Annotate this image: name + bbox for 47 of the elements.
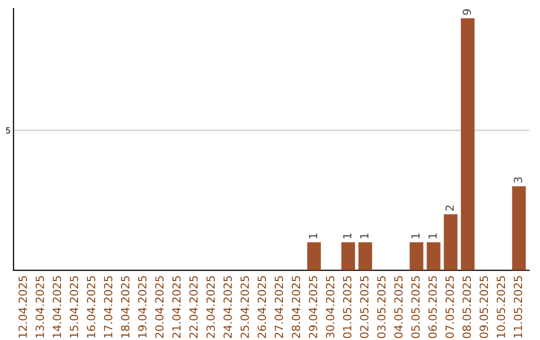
x-tick-label: 24.04.2025 — [223, 276, 232, 338]
data-label: 1 — [360, 233, 368, 238]
bar — [512, 186, 526, 270]
x-tick-label: 01.05.2025 — [343, 276, 352, 338]
data-label: 9 — [462, 9, 471, 15]
x-tick-label: 06.05.2025 — [428, 276, 437, 338]
x-tick-label: 19.04.2025 — [138, 276, 147, 338]
x-tick-label: 22.04.2025 — [189, 276, 198, 338]
x-tick-label: 11.05.2025 — [514, 276, 522, 338]
data-label: 1 — [411, 233, 420, 238]
bar — [341, 242, 356, 270]
x-tick-label: 17.04.2025 — [104, 276, 112, 338]
x-tick-label: 20.04.2025 — [155, 276, 164, 338]
x-tick-label: 28.04.2025 — [292, 276, 300, 338]
x-tick-label: 04.05.2025 — [394, 276, 403, 338]
x-tick-label: 15.04.2025 — [70, 276, 78, 338]
bar — [358, 242, 372, 270]
x-tick-label: 25.04.2025 — [240, 276, 249, 338]
data-label: 1 — [428, 233, 437, 238]
data-label: 3 — [514, 177, 522, 183]
x-tick-label: 07.05.2025 — [445, 276, 454, 338]
x-tick-label: 13.04.2025 — [36, 276, 44, 338]
data-label: 1 — [309, 233, 318, 238]
x-tick-label: 26.04.2025 — [258, 276, 266, 338]
y-tick-label: 5 — [6, 127, 10, 134]
x-tick-label: 29.04.2025 — [308, 276, 318, 338]
bar — [444, 214, 458, 270]
bar — [307, 242, 321, 270]
x-tick-label: 12.04.2025 — [18, 276, 27, 338]
x-tick-label: 18.04.2025 — [121, 276, 130, 338]
x-tick-label: 27.04.2025 — [274, 276, 284, 338]
x-tick-label: 08.05.2025 — [462, 276, 471, 338]
x-tick-label: 14.04.2025 — [52, 276, 62, 338]
data-label: 1 — [343, 233, 352, 238]
x-tick-label: 05.05.2025 — [411, 276, 420, 338]
x-tick-label: 30.04.2025 — [326, 276, 334, 338]
x-tick-label: 02.05.2025 — [360, 276, 368, 338]
data-label: 2 — [445, 206, 454, 211]
bar — [410, 242, 424, 270]
x-tick-label: 23.04.2025 — [206, 276, 215, 338]
x-tick-label: 03.05.2025 — [377, 276, 386, 338]
bar — [426, 242, 440, 270]
x-tick-label: 10.05.2025 — [496, 276, 506, 338]
x-tick-label: 16.04.2025 — [86, 276, 96, 338]
x-tick-label: 09.05.2025 — [480, 276, 488, 338]
bar — [460, 18, 475, 270]
x-tick-label: 21.04.2025 — [172, 276, 181, 338]
